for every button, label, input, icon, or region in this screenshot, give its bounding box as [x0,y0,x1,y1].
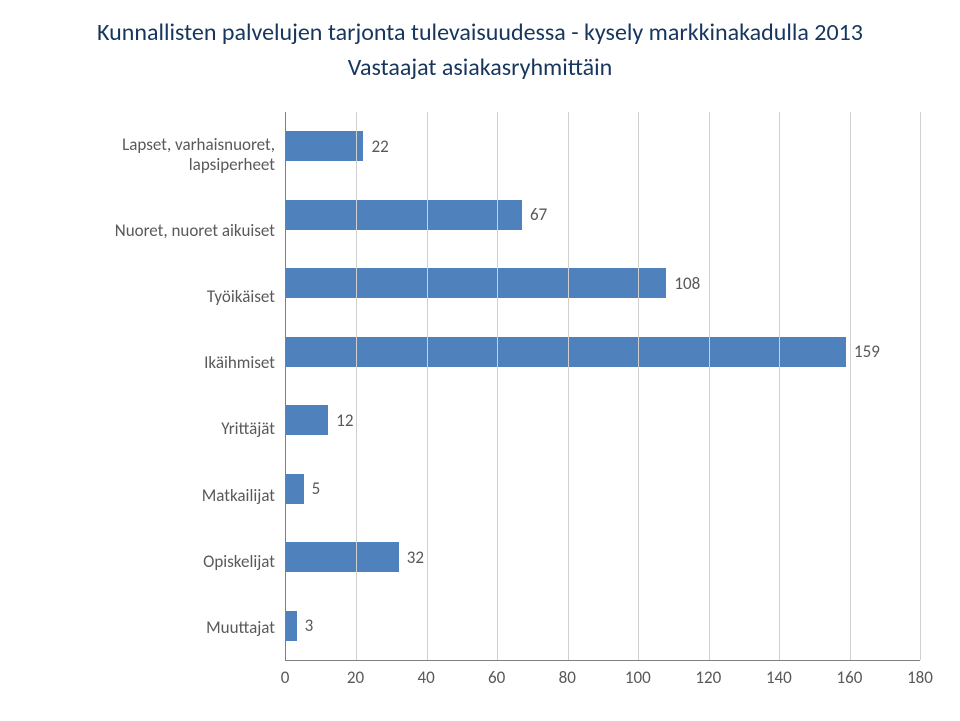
bar-row: 159 [286,337,920,367]
gridline [638,112,639,660]
bar-value-label: 32 [407,547,424,568]
x-axis-tick: 60 [488,667,505,688]
y-axis-label: Matkailijat [40,486,275,506]
gridline [779,112,780,660]
bar [286,337,846,367]
x-axis-tick: 180 [907,667,933,688]
y-axis-label: Nuoret, nuoret aikuiset [40,221,275,241]
bar [286,611,297,641]
y-axis-label: Työikäiset [40,287,275,307]
x-axis-tick: 0 [281,667,290,688]
x-axis-tick: 100 [625,667,651,688]
bar-value-label: 159 [854,341,880,362]
bar-row: 12 [286,405,920,435]
gridline [568,112,569,660]
gridline [497,112,498,660]
x-axis-tick: 80 [559,667,576,688]
bar [286,200,522,230]
chart-area: Lapset, varhaisnuoret, lapsiperheet Nuore… [40,112,920,661]
gridline [427,112,428,660]
x-axis-tick: 40 [417,667,434,688]
y-axis-label: Ikäihmiset [40,353,275,373]
bar-row: 5 [286,474,920,504]
y-axis-label: Opiskelijat [40,552,275,572]
bar [286,131,363,161]
bar-row: 22 [286,131,920,161]
bar-value-label: 67 [530,204,547,225]
bar-row: 67 [286,200,920,230]
bar-value-label: 22 [371,136,388,157]
gridline [920,112,921,660]
bar [286,542,399,572]
bar-row: 3 [286,611,920,641]
x-axis-tick: 140 [766,667,792,688]
gridline [709,112,710,660]
gridline [850,112,851,660]
bar-row: 32 [286,542,920,572]
x-axis-tick: 120 [695,667,721,688]
bar [286,268,666,298]
y-axis-labels: Lapset, varhaisnuoret, lapsiperheet Nuore… [40,112,285,661]
y-axis-label: Yrittäjät [40,419,275,439]
y-axis-label: Muuttajat [40,618,275,638]
plot-area: 22 67 108 159 12 5 32 3 [285,112,920,661]
chart-container: Kunnallisten palvelujen tarjonta tulevai… [0,0,960,721]
x-axis-tick: 160 [837,667,863,688]
bars-layer: 22 67 108 159 12 5 32 3 [286,112,920,660]
chart-subtitle: Vastaajat asiakasryhmittäin [40,53,920,82]
bar [286,405,328,435]
bar-value-label: 3 [305,615,314,636]
bar-value-label: 108 [674,273,700,294]
x-axis-ticks: 020406080100120140160180 [285,667,920,691]
x-axis-tick: 20 [347,667,364,688]
bar [286,474,304,504]
bar-value-label: 5 [312,478,321,499]
gridline [356,112,357,660]
y-axis-label: Lapset, varhaisnuoret, lapsiperheet [40,135,275,176]
bar-row: 108 [286,268,920,298]
chart-title: Kunnallisten palvelujen tarjonta tulevai… [40,18,920,47]
bar-value-label: 12 [336,410,353,431]
